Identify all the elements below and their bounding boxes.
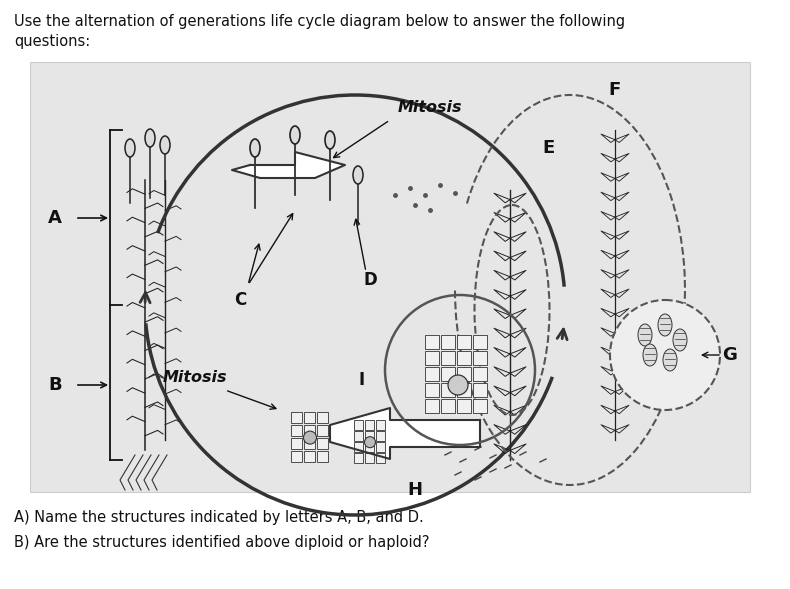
Bar: [291, 412, 303, 423]
Bar: [425, 351, 439, 365]
Bar: [457, 399, 471, 413]
Bar: [473, 399, 487, 413]
Text: A: A: [48, 209, 62, 227]
Bar: [303, 425, 315, 436]
Text: D: D: [363, 271, 377, 289]
Bar: [473, 335, 487, 349]
Bar: [441, 367, 455, 381]
Text: A) Name the structures indicated by letters A, B, and D.: A) Name the structures indicated by lett…: [14, 510, 423, 525]
Bar: [457, 335, 471, 349]
Bar: [473, 351, 487, 365]
Bar: [317, 438, 328, 449]
Text: G: G: [723, 346, 737, 364]
Bar: [364, 453, 374, 463]
Bar: [364, 431, 374, 441]
Polygon shape: [330, 408, 480, 459]
Bar: [303, 451, 315, 462]
Circle shape: [303, 431, 317, 444]
Bar: [441, 351, 455, 365]
Bar: [317, 451, 328, 462]
Bar: [291, 438, 303, 449]
Ellipse shape: [250, 139, 260, 157]
Bar: [473, 383, 487, 397]
FancyBboxPatch shape: [30, 62, 750, 492]
Bar: [441, 335, 455, 349]
Text: B) Are the structures identified above diploid or haploid?: B) Are the structures identified above d…: [14, 535, 430, 550]
Bar: [425, 335, 439, 349]
Bar: [425, 367, 439, 381]
Ellipse shape: [638, 324, 652, 346]
Bar: [473, 367, 487, 381]
Ellipse shape: [325, 131, 335, 149]
Bar: [375, 453, 386, 463]
Bar: [353, 420, 363, 430]
Bar: [353, 442, 363, 452]
Ellipse shape: [353, 166, 363, 184]
Bar: [441, 399, 455, 413]
Ellipse shape: [290, 126, 300, 144]
Polygon shape: [232, 152, 345, 178]
Circle shape: [448, 375, 468, 395]
Text: Mitosis: Mitosis: [163, 370, 228, 385]
Text: E: E: [542, 139, 554, 157]
Bar: [317, 425, 328, 436]
Bar: [375, 420, 386, 430]
Bar: [353, 453, 363, 463]
Bar: [364, 420, 374, 430]
Bar: [375, 431, 386, 441]
Bar: [291, 451, 303, 462]
Text: B: B: [48, 376, 62, 394]
Bar: [364, 442, 374, 452]
Ellipse shape: [145, 129, 155, 147]
Ellipse shape: [125, 139, 135, 157]
Ellipse shape: [160, 136, 170, 154]
Bar: [441, 383, 455, 397]
Circle shape: [364, 436, 375, 448]
Ellipse shape: [663, 349, 677, 371]
Text: I: I: [359, 371, 365, 389]
Bar: [425, 383, 439, 397]
Bar: [303, 412, 315, 423]
Text: C: C: [234, 291, 246, 309]
Circle shape: [610, 300, 720, 410]
Bar: [457, 367, 471, 381]
Bar: [291, 425, 303, 436]
Ellipse shape: [643, 344, 657, 366]
Bar: [457, 383, 471, 397]
Text: H: H: [408, 481, 423, 499]
Bar: [425, 399, 439, 413]
Ellipse shape: [658, 314, 672, 336]
Bar: [303, 438, 315, 449]
Bar: [457, 351, 471, 365]
Text: Use the alternation of generations life cycle diagram below to answer the follow: Use the alternation of generations life …: [14, 14, 625, 49]
Bar: [317, 412, 328, 423]
Bar: [375, 442, 386, 452]
Bar: [353, 431, 363, 441]
Text: Mitosis: Mitosis: [397, 101, 462, 115]
Text: F: F: [609, 81, 621, 99]
Ellipse shape: [673, 329, 687, 351]
